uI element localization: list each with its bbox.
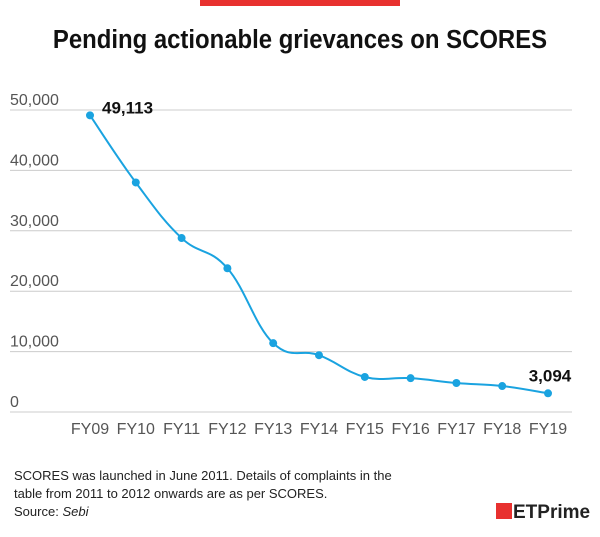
point xyxy=(177,234,186,243)
point xyxy=(269,339,278,348)
value-label: 3,094 xyxy=(529,366,572,385)
point xyxy=(452,379,461,388)
x-tick-label: FY18 xyxy=(483,421,521,438)
logo-icon xyxy=(496,503,512,519)
y-tick-label: 10,000 xyxy=(10,334,59,351)
note-line: table from 2011 to 2012 onwards are as p… xyxy=(14,486,327,501)
x-tick-label: FY15 xyxy=(346,421,384,438)
logo: ETPrime xyxy=(513,502,590,523)
point xyxy=(544,389,552,398)
point xyxy=(86,111,94,120)
point xyxy=(406,374,415,383)
x-tick-label: FY19 xyxy=(529,421,567,438)
point xyxy=(315,351,323,360)
y-tick-label: 20,000 xyxy=(10,273,59,290)
source-name: Sebi xyxy=(62,504,89,519)
top-bar xyxy=(200,0,400,6)
x-tick-label: FY16 xyxy=(391,421,429,438)
chart-title: Pending actionable grievances on SCORES xyxy=(53,25,547,54)
source-label: Source: xyxy=(14,504,59,519)
y-tick-label: 30,000 xyxy=(10,213,59,230)
source: Source: Sebi xyxy=(14,504,90,519)
point xyxy=(223,264,232,273)
value-label: 49,113 xyxy=(102,98,153,117)
x-tick-label: FY09 xyxy=(71,421,109,438)
point xyxy=(498,382,507,391)
y-tick-label: 0 xyxy=(10,394,19,411)
y-tick-label: 40,000 xyxy=(10,152,59,169)
point xyxy=(360,372,369,381)
point xyxy=(131,178,140,187)
x-tick-label: FY11 xyxy=(163,421,200,438)
note-line: SCORES was launched in June 2011. Detail… xyxy=(14,468,392,483)
x-tick-label: FY14 xyxy=(300,421,338,438)
y-tick-label: 50,000 xyxy=(10,92,59,109)
line xyxy=(89,114,549,395)
x-tick-label: FY17 xyxy=(437,421,475,438)
x-tick-label: FY13 xyxy=(254,421,292,438)
x-tick-label: FY12 xyxy=(208,421,246,438)
x-tick-label: FY10 xyxy=(117,421,155,438)
